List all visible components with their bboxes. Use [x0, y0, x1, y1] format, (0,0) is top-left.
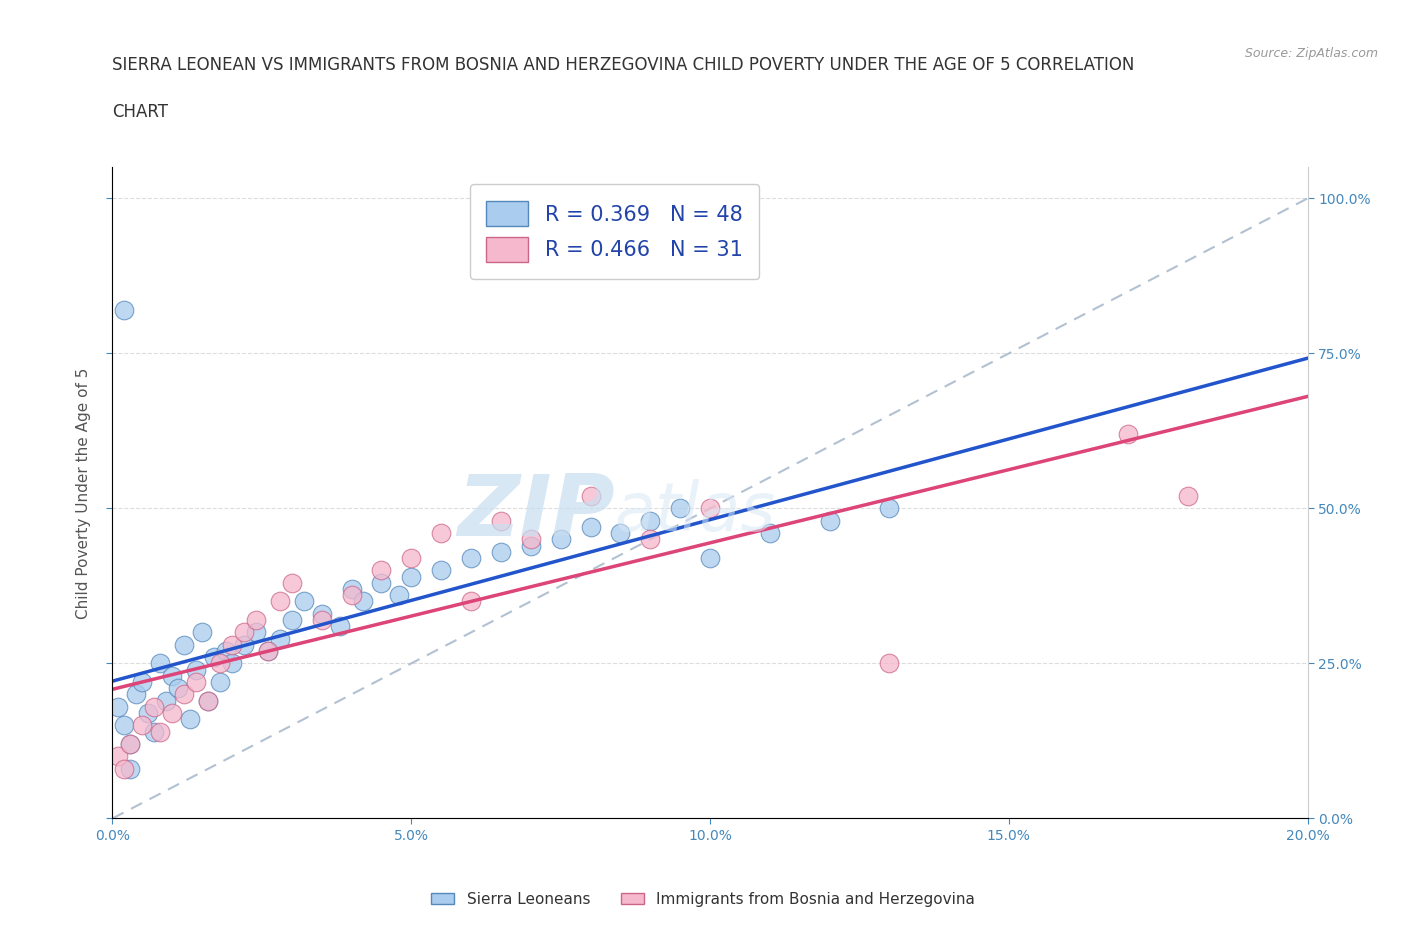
Point — [138, 706, 160, 721]
Point — [120, 737, 142, 751]
Point — [520, 538, 543, 553]
Point — [162, 669, 183, 684]
Point — [292, 594, 315, 609]
Point — [640, 532, 662, 547]
Point — [131, 718, 153, 733]
Point — [353, 594, 375, 609]
Y-axis label: Child Poverty Under the Age of 5: Child Poverty Under the Age of 5 — [76, 367, 91, 618]
Point — [197, 693, 219, 708]
Point — [388, 588, 411, 603]
Point — [370, 563, 392, 578]
Point — [233, 625, 256, 640]
Point — [186, 674, 208, 689]
Point — [107, 749, 129, 764]
Point — [155, 693, 177, 708]
Text: CHART: CHART — [112, 103, 169, 121]
Point — [143, 724, 166, 739]
Point — [120, 762, 142, 777]
Point — [281, 613, 304, 628]
Point — [1177, 488, 1199, 503]
Point — [245, 625, 267, 640]
Point — [269, 594, 291, 609]
Text: Source: ZipAtlas.com: Source: ZipAtlas.com — [1244, 46, 1378, 60]
Point — [173, 637, 195, 652]
Point — [215, 644, 238, 658]
Point — [202, 650, 225, 665]
Point — [173, 687, 195, 702]
Point — [699, 551, 721, 565]
Point — [125, 687, 148, 702]
Point — [209, 674, 232, 689]
Point — [162, 706, 183, 721]
Point — [245, 613, 267, 628]
Point — [257, 644, 280, 658]
Point — [257, 644, 280, 658]
Point — [167, 681, 190, 696]
Point — [191, 625, 214, 640]
Point — [114, 302, 135, 317]
Text: ZIP: ZIP — [457, 471, 614, 554]
Point — [340, 581, 363, 596]
Point — [221, 656, 243, 671]
Point — [818, 513, 841, 528]
Point — [370, 576, 392, 591]
Point — [489, 544, 512, 559]
Point — [233, 637, 256, 652]
Point — [149, 656, 172, 671]
Point — [579, 488, 602, 503]
Point — [489, 513, 512, 528]
Point — [699, 501, 721, 516]
Point — [609, 525, 631, 540]
Point — [311, 606, 333, 621]
Point — [281, 576, 304, 591]
Point — [401, 569, 423, 584]
Text: atlas: atlas — [614, 480, 776, 545]
Point — [640, 513, 662, 528]
Point — [401, 551, 423, 565]
Point — [209, 656, 232, 671]
Point — [879, 501, 901, 516]
Point — [520, 532, 543, 547]
Point — [197, 693, 219, 708]
Point — [460, 551, 482, 565]
Point — [550, 532, 572, 547]
Point — [143, 699, 166, 714]
Point — [311, 613, 333, 628]
Point — [107, 699, 129, 714]
Point — [340, 588, 363, 603]
Point — [759, 525, 782, 540]
Point — [329, 618, 352, 633]
Point — [114, 762, 135, 777]
Point — [430, 563, 453, 578]
Point — [669, 501, 692, 516]
Point — [114, 718, 135, 733]
Legend: Sierra Leoneans, Immigrants from Bosnia and Herzegovina: Sierra Leoneans, Immigrants from Bosnia … — [425, 886, 981, 913]
Point — [269, 631, 291, 646]
Point — [149, 724, 172, 739]
Point — [221, 637, 243, 652]
Text: SIERRA LEONEAN VS IMMIGRANTS FROM BOSNIA AND HERZEGOVINA CHILD POVERTY UNDER THE: SIERRA LEONEAN VS IMMIGRANTS FROM BOSNIA… — [112, 57, 1135, 74]
Point — [430, 525, 453, 540]
Point — [186, 662, 208, 677]
Point — [1118, 427, 1140, 442]
Point — [120, 737, 142, 751]
Legend: R = 0.369   N = 48, R = 0.466   N = 31: R = 0.369 N = 48, R = 0.466 N = 31 — [470, 184, 759, 279]
Point — [460, 594, 482, 609]
Point — [179, 711, 201, 726]
Point — [879, 656, 901, 671]
Point — [131, 674, 153, 689]
Point — [579, 520, 602, 535]
